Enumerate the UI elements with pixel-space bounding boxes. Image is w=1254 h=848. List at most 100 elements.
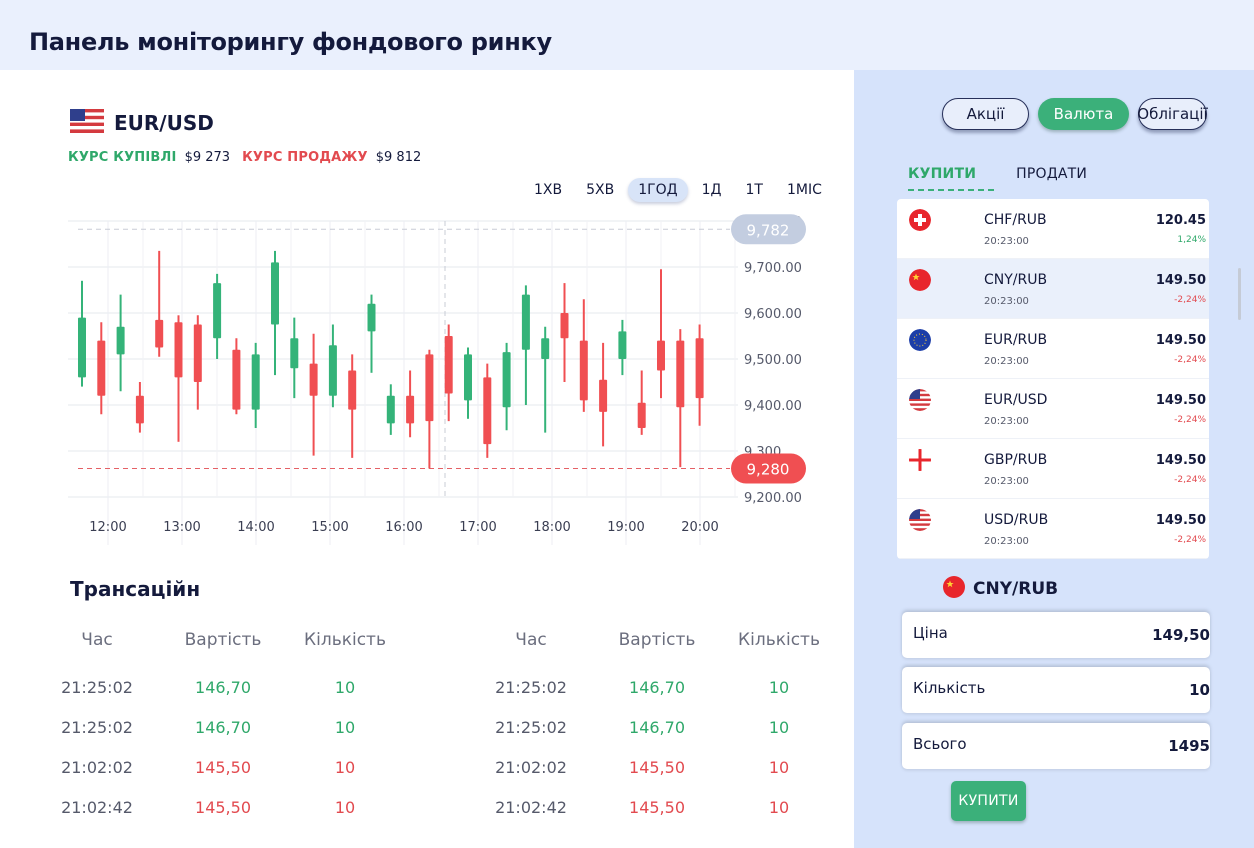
transaction-value: 145,50 [195, 798, 251, 817]
timeframe-selector: 1ХВ 5ХВ 1ГОД 1Д 1Т 1МІС [520, 178, 832, 202]
quotes-list: CHF/RUB 20:23:00 120.45 1,24% CNY/RUB 20:23:0… [897, 199, 1209, 559]
candle-body-down[interactable] [232, 349, 241, 410]
y-tick-label: 9,500.00 [744, 353, 802, 368]
candle-body-down[interactable] [425, 354, 434, 422]
candle-body-down[interactable] [579, 340, 588, 401]
candle-body-down[interactable] [444, 336, 453, 394]
candle-body-up[interactable] [386, 395, 395, 424]
tab-buy[interactable]: КУПИТИ [908, 166, 995, 191]
england-flag-icon [909, 449, 931, 471]
total-value: 1495 [1168, 737, 1210, 755]
quotes-scrollbar[interactable] [1238, 268, 1241, 320]
transaction-time: 21:25:02 [61, 678, 133, 697]
quote-time: 20:23:00 [984, 416, 1029, 427]
tab-sell[interactable]: ПРОДАТИ [1016, 166, 1088, 182]
candle-body-up[interactable] [367, 303, 376, 332]
quote-symbol: USD/RUB [984, 512, 1049, 528]
quote-row-eur-rub[interactable]: EUR/RUB 20:23:00 149.50 -2,24% [897, 319, 1209, 379]
candle-body-down[interactable] [406, 395, 415, 424]
us-flag-icon [909, 389, 931, 411]
transaction-row: 21:25:02 146,70 10 [0, 708, 854, 748]
us-flag-icon [909, 509, 931, 531]
tab-currency[interactable]: Валюта [1038, 98, 1129, 130]
candle-body-up[interactable] [328, 345, 337, 396]
quote-time: 20:23:00 [984, 476, 1029, 487]
candle-body-up[interactable] [78, 317, 86, 378]
candle-body-down[interactable] [637, 402, 646, 428]
x-tick-label: 16:00 [385, 520, 422, 535]
quote-row-usd-rub[interactable]: USD/RUB 20:23:00 149.50 -2,24% [897, 499, 1209, 559]
tab-bonds[interactable]: Облігації [1137, 98, 1208, 130]
us-flag-icon [70, 109, 104, 137]
eu-flag-icon [909, 329, 931, 351]
candle-body-down[interactable] [193, 324, 202, 383]
candle-body-down[interactable] [135, 395, 144, 424]
candle-body-down[interactable] [309, 363, 318, 396]
buy-button[interactable]: КУПИТИ [951, 781, 1026, 821]
column-header-time: Час [81, 630, 113, 650]
transaction-quantity: 10 [768, 678, 790, 697]
tab-stocks[interactable]: Акції [942, 98, 1029, 130]
main-panel [0, 70, 854, 848]
candlestick-chart[interactable]: 9,800.009,700.009,600.009,500.009,400.00… [0, 200, 854, 545]
candle-body-down[interactable] [483, 377, 492, 445]
candle-body-down[interactable] [174, 322, 183, 378]
candle-body-up[interactable] [290, 338, 299, 369]
candle-body-up[interactable] [541, 338, 550, 359]
candle-body-down[interactable] [560, 313, 569, 339]
candle-body-down[interactable] [599, 379, 608, 412]
pair-title: EUR/USD [114, 111, 214, 135]
candle-body-up[interactable] [521, 294, 530, 350]
quote-row-chf-rub[interactable]: CHF/RUB 20:23:00 120.45 1,24% [897, 199, 1209, 259]
y-tick-label: 9,600.00 [744, 307, 802, 322]
transaction-time: 21:02:02 [61, 758, 133, 777]
timeframe-5min[interactable]: 5ХВ [586, 182, 615, 198]
candle-body-down[interactable] [676, 340, 685, 408]
column-header-value: Вартість [184, 630, 262, 650]
quote-time: 20:23:00 [984, 356, 1029, 367]
candle-body-up[interactable] [116, 326, 125, 355]
high-price-tag [731, 214, 806, 245]
timeframe-1month[interactable]: 1МІС [786, 182, 822, 198]
candle-body-down[interactable] [695, 338, 704, 399]
quote-row-cny-rub[interactable]: CNY/RUB 20:23:00 149.50 -2,24% [897, 259, 1209, 319]
transaction-quantity: 10 [768, 718, 790, 737]
candle-body-up[interactable] [618, 331, 627, 359]
x-tick-label: 15:00 [311, 520, 348, 535]
timeframe-1day[interactable]: 1Д [701, 182, 722, 198]
x-tick-label: 17:00 [459, 520, 496, 535]
candle-body-down[interactable] [155, 319, 164, 348]
timeframe-1week[interactable]: 1Т [745, 182, 763, 198]
candle-body-down[interactable] [97, 340, 106, 396]
quantity-label: Кількість [913, 679, 986, 697]
y-tick-label: 9,200.00 [744, 491, 802, 506]
candle-body-down[interactable] [348, 370, 357, 410]
price-field[interactable]: Ціна 149,50 [902, 612, 1210, 658]
candle-body-up[interactable] [251, 354, 260, 410]
quote-row-eur-usd[interactable]: EUR/USD 20:23:00 149.50 -2,24% [897, 379, 1209, 439]
transaction-row: 21:02:42 145,50 10 [0, 788, 854, 828]
candle-body-up[interactable] [271, 262, 279, 325]
transaction-row: 21:25:02 146,70 10 [0, 708, 427, 748]
cn-flag-icon [943, 576, 965, 602]
column-header-value: Вартість [618, 630, 696, 650]
transaction-row: 21:25:02 146,70 10 [0, 668, 854, 708]
transactions-table-right: Час Вартість Кількість 21:25:02 146,70 10 21:2… [0, 630, 854, 828]
cn-flag-icon [909, 269, 931, 291]
top-bar: Панель моніторингу фондового ринку [0, 0, 1254, 70]
quote-symbol: CNY/RUB [984, 272, 1048, 288]
transaction-value: 146,70 [195, 678, 251, 697]
high-price-tag-label: 9,782 [747, 221, 790, 239]
timeframe-1hour[interactable]: 1ГОД [628, 178, 688, 202]
candle-body-up[interactable] [464, 354, 472, 401]
transaction-value: 145,50 [629, 798, 685, 817]
quantity-field[interactable]: Кількість 10 [902, 667, 1210, 713]
timeframe-1min[interactable]: 1ХВ [534, 182, 563, 198]
candle-body-down[interactable] [657, 340, 665, 371]
sell-rate-value: $9 812 [375, 150, 422, 165]
total-label: Всього [913, 735, 967, 753]
quote-row-gbp-rub[interactable]: GBP/RUB 20:23:00 149.50 -2,24% [897, 439, 1209, 499]
candle-body-up[interactable] [213, 283, 222, 339]
candle-body-up[interactable] [502, 352, 511, 408]
quote-change: -2,24% [1174, 355, 1206, 365]
